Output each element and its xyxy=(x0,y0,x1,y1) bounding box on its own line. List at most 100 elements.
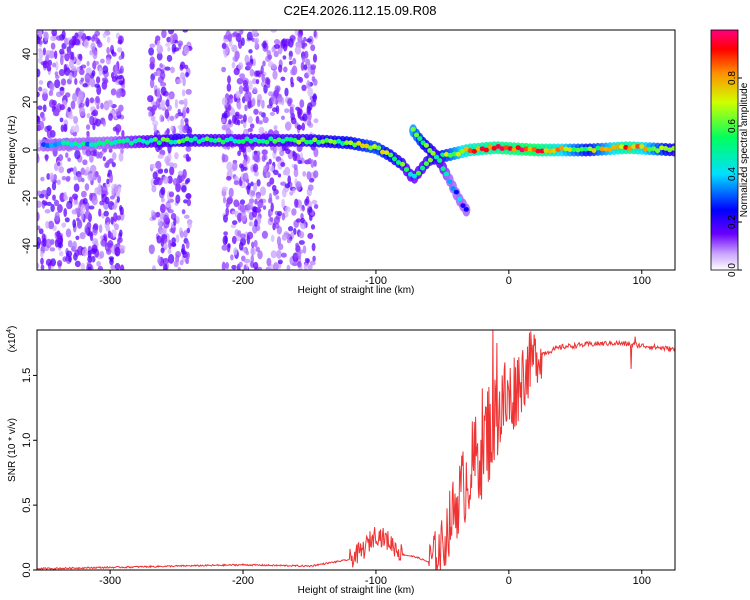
noise-blob xyxy=(61,30,66,40)
ridge-cell xyxy=(244,136,250,142)
x-tick-label: 0 xyxy=(506,575,512,587)
noise-blob xyxy=(164,66,171,71)
noise-blob xyxy=(237,119,241,126)
noise-blob xyxy=(37,36,41,45)
ridge-cell xyxy=(571,147,577,153)
noise-blob xyxy=(237,103,242,110)
noise-blob xyxy=(51,182,57,191)
ridge-cell xyxy=(539,148,545,154)
ridge-cell xyxy=(591,148,597,153)
noise-blob xyxy=(182,106,187,116)
ridge-cell xyxy=(511,147,517,153)
ridge-cell xyxy=(547,148,553,154)
noise-blob xyxy=(185,258,190,265)
noise-blob xyxy=(160,186,166,196)
noise-blob xyxy=(37,236,42,246)
noise-blob xyxy=(37,225,41,231)
noise-blob xyxy=(81,248,88,257)
noise-blob xyxy=(227,97,234,104)
noise-blob xyxy=(282,55,287,60)
noise-blob xyxy=(226,175,232,181)
noise-blob xyxy=(296,218,302,223)
ridge-cell xyxy=(499,146,505,152)
ridge-cell xyxy=(236,139,242,145)
noise-blob xyxy=(281,115,285,120)
noise-blob xyxy=(296,124,303,131)
noise-blob xyxy=(118,205,123,212)
noise-blob xyxy=(277,210,283,217)
noise-blob xyxy=(65,228,72,238)
ridge-cell xyxy=(471,148,477,154)
noise-blob xyxy=(64,53,70,62)
noise-blob xyxy=(228,119,232,125)
noise-blob xyxy=(149,43,156,48)
noise-blob xyxy=(248,49,253,54)
y-tick-label: 40 xyxy=(21,48,33,60)
noise-blob xyxy=(273,39,281,45)
noise-blob xyxy=(284,183,291,189)
noise-blob xyxy=(169,227,176,233)
noise-blob xyxy=(151,185,157,193)
noise-blob xyxy=(59,55,64,66)
ridge-cell xyxy=(256,138,262,144)
noise-blob xyxy=(256,206,261,214)
branch-cell xyxy=(433,154,439,160)
noise-blob xyxy=(305,58,311,66)
ridge-cell xyxy=(264,139,270,145)
noise-blob xyxy=(161,234,168,244)
noise-blob xyxy=(293,167,299,178)
noise-blob xyxy=(249,123,255,129)
ridge-cell xyxy=(451,151,457,157)
noise-blob xyxy=(271,46,276,53)
noise-blob xyxy=(293,164,298,171)
noise-blob xyxy=(288,55,292,61)
colorbar-tick-label: 0.0 xyxy=(727,263,738,277)
noise-blob xyxy=(152,120,159,127)
noise-blob xyxy=(280,181,287,186)
noise-blob xyxy=(119,229,123,237)
noise-blob xyxy=(96,261,101,267)
noise-blob xyxy=(253,239,258,248)
noise-blob xyxy=(179,72,186,80)
noise-blob xyxy=(148,244,155,249)
ridge-cell xyxy=(120,138,126,144)
noise-blob xyxy=(269,111,275,116)
noise-blob xyxy=(84,72,91,83)
ridge-cell xyxy=(304,139,310,145)
noise-blob xyxy=(270,30,277,33)
noise-blob xyxy=(91,244,98,253)
ridge-cell xyxy=(220,139,226,145)
noise-blob xyxy=(301,55,306,63)
noise-blob xyxy=(161,30,167,39)
noise-blob xyxy=(104,196,110,205)
noise-blob xyxy=(76,66,81,73)
noise-blob xyxy=(150,209,155,216)
noise-blob xyxy=(255,246,260,253)
snr-y-ticks: 0.0 0.5 1.0 1.5 xyxy=(21,368,37,578)
noise-blob xyxy=(165,99,170,107)
spectrogram-ridge xyxy=(39,124,675,217)
noise-blob xyxy=(231,264,237,270)
ridge-cell xyxy=(280,138,286,144)
noise-blob xyxy=(159,63,163,68)
noise-blob xyxy=(115,108,122,116)
noise-blob xyxy=(76,31,84,38)
y-tick-label: 0 xyxy=(21,147,33,153)
noise-blob xyxy=(111,161,116,168)
noise-blob xyxy=(95,76,101,84)
noise-blob xyxy=(75,59,81,66)
noise-blob xyxy=(313,30,317,38)
noise-blob xyxy=(74,124,80,134)
noise-blob xyxy=(300,217,305,224)
noise-blob xyxy=(225,262,230,270)
noise-blob xyxy=(171,43,177,53)
ridge-cell xyxy=(615,144,621,150)
noise-blob xyxy=(230,108,236,118)
noise-blob xyxy=(93,223,99,231)
spectrogram-x-label: Height of straight line (km) xyxy=(298,285,415,296)
colorbar-tick-label: 0.6 xyxy=(727,119,738,133)
noise-blob xyxy=(56,35,63,41)
noise-blob xyxy=(38,120,45,131)
noise-blob xyxy=(307,87,314,97)
